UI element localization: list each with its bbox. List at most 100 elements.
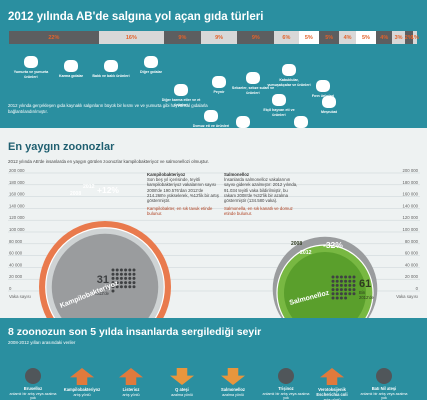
zoonoses-chart: 0 0 20 000 20 000 40 000 40 000 60 000 60 000 80… [8,168,420,318]
trend-name: Salmonelloz [221,387,245,392]
salmo-dot [352,292,356,296]
campy-dot [124,281,128,285]
food-type-label: Sebzeler, sebze suları ve ürünleri [231,86,275,95]
salmo-description-body: İnsanlarda salmonelloz vakalarının sayıs… [224,177,298,204]
food-icon [204,110,218,122]
y-tick-label-left: 140 000 [9,203,25,208]
food-type-label: Meşrubat [321,110,337,114]
y-tick-label-right: 0 [416,286,419,291]
trend-name: Listerioz [122,387,140,392]
food-outbreaks-section: 2012 yılında AB'de salgına yol açan gıda… [0,0,427,139]
food-type-12: Etçil hayvan eti ve ürünleri [257,94,301,117]
food-type-label: Balık ve balık ürünleri [92,74,130,78]
y-tick-label-right: 100 000 [402,227,418,232]
food-type-14: Meşrubat [307,96,351,115]
bar-segment-7: 5% [298,31,320,44]
campy-dot [132,272,136,276]
trend-name: Bruselloz [23,386,43,391]
campy-dot [111,281,115,285]
campy-count: 31 [97,274,109,286]
y-tick-label-left: 200 000 [9,168,25,173]
campy-dot [124,272,128,276]
salmo-dot [352,279,356,283]
y-tick-label-left: 80 000 [9,239,23,244]
y-tick-label-left: 100 000 [9,227,25,232]
salmo-dot [335,296,339,300]
food-icon [294,116,308,128]
campy-description-source: Kampilobakter, en sık tavuk etinde bulun… [147,206,213,217]
salmo-dot [344,288,348,292]
bar-segment-9: 4% [339,31,356,44]
food-icon [316,80,330,92]
food-type-6: Peynir [197,76,241,95]
food-icon [144,56,158,68]
salmo-dot [339,288,343,292]
campy-dot [119,268,123,272]
campy-dot [132,281,136,285]
y-axis-label-right: Vaka sayısı [396,294,418,299]
y-tick-label-right: 180 000 [402,180,418,185]
campy-description-heading: Kampilobakteriyoz [147,172,186,177]
bar-segment-3: 9% [164,31,201,44]
trend-item: Listerioz artış yönlü [107,368,155,397]
trend-description: artış yönlü [323,397,341,400]
campy-dot [119,272,123,276]
campy-circle-inner [51,233,159,318]
circle-icon [376,368,392,384]
arrow-up-icon [70,368,94,385]
campy-dot [128,268,132,272]
trend-item: Bruselloz anlamlı bir artış veya azalma y… [9,368,57,400]
salmo-circle-inner [283,251,367,318]
y-tick-label-right: 80 000 [405,239,419,244]
campy-dot [128,281,132,285]
food-type-10: Domuz eti ve ürünleri [189,110,233,129]
food-icon [246,72,260,84]
food-outbreaks-note: 2012 yılında gerçekleşen gıda kaynaklı s… [8,103,208,114]
y-tick-label-right: 140 000 [402,203,418,208]
food-type-label: Peynir [213,90,225,94]
trend-item: Verotoksijenik Escherichia coli artış yön… [308,368,356,400]
arrow-up-icon [320,368,344,385]
salmo-dot [344,275,348,279]
trend-description: anlamlı bir artış veya azalma yok [9,391,57,400]
salmo-dot [331,296,335,300]
campy-dot [132,268,136,272]
salmo-change: -32% [323,240,343,250]
arrow-down-icon [170,368,194,385]
salmo-dot [352,283,356,287]
campy-dot [111,272,115,276]
campy-dot [111,285,115,289]
food-share-bar: 22% 16% 9% 9% 9% 6% 5% 5% 4% 5% 4% 3% 2% 1% [9,31,419,44]
food-outbreaks-title: 2012 yılında AB'de salgına yol açan gıda… [8,11,264,23]
salmo-dot [335,283,339,287]
food-type-2: Karma gıdalar [49,60,93,79]
y-tick-label-left: 60 000 [9,251,23,256]
trend-name: Q ateşi [175,387,189,392]
salmo-dot [348,283,352,287]
food-type-label: Fırın ürünleri [311,94,335,98]
food-types-row: Yumurta ve yumurta ürünleri Karma gıdalar… [9,56,424,139]
campy-dot [128,276,132,280]
bar-segment-11: 4% [376,31,393,44]
food-type-label: Diğer gıdalar [140,70,162,74]
bar-segment-2: 16% [98,31,165,44]
food-icon [212,76,226,88]
salmo-dot [339,279,343,283]
bar-segment-6: 6% [274,31,299,44]
salmo-dot [344,292,348,296]
food-type-3: Balık ve balık ürünleri [89,60,133,79]
food-type-label: Yumurta ve yumurta ürünleri [13,70,49,79]
y-tick-label-right: 120 000 [402,215,418,220]
food-type-8: Kabuklular, yumuşakçalar ve ürünleri [267,64,311,87]
food-icon [236,116,250,128]
food-icon [104,60,118,72]
campy-dot [128,272,132,276]
campy-dot [132,285,136,289]
campy-dot [124,285,128,289]
trend-item: Salmonelloz azalma yönlü [209,368,257,397]
salmo-dot [335,292,339,296]
bar-segment-13: 2% [404,31,413,44]
y-tick-label-right: 40 000 [405,262,419,267]
y-tick-label-right: 200 000 [402,168,418,173]
